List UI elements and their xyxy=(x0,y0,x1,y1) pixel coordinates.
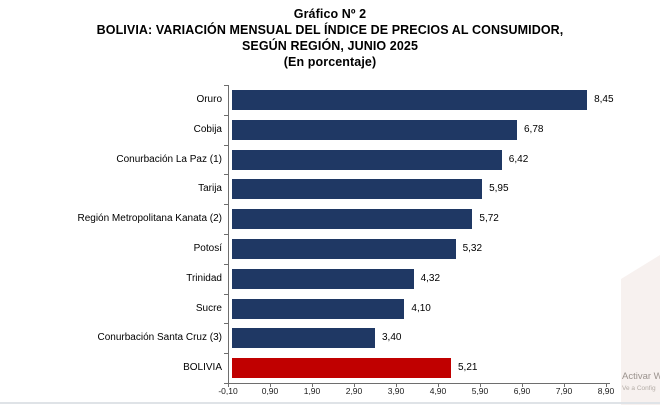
category-axis-tick xyxy=(224,85,228,86)
window-bottom-edge xyxy=(0,402,660,404)
category-label: Tarija xyxy=(198,183,222,195)
value-axis-tick xyxy=(480,383,481,387)
windows-watermark-shape xyxy=(621,255,660,405)
category-label: Conurbación Santa Cruz (3) xyxy=(97,332,222,344)
category-label: Conurbación La Paz (1) xyxy=(116,153,222,165)
value-axis-tick-label: 4,90 xyxy=(429,386,447,396)
chart-title-line2: BOLIVIA: VARIACIÓN MENSUAL DEL ÍNDICE DE… xyxy=(96,23,564,37)
value-axis-tick-label: 5,90 xyxy=(471,386,489,396)
category-axis-tick xyxy=(224,383,228,384)
value-axis-tick xyxy=(396,383,397,387)
value-axis-tick-label: 3,90 xyxy=(387,386,405,396)
category-axis-tick xyxy=(224,144,228,146)
bar-value-label: 5,72 xyxy=(479,213,499,225)
category-label: Trinidad xyxy=(186,272,222,284)
category-axis-tick xyxy=(224,174,228,176)
bar xyxy=(232,209,473,230)
chart-title-block: Gráfico Nº 2 BOLIVIA: VARIACIÓN MENSUAL … xyxy=(0,6,660,70)
bar-value-label: 6,78 xyxy=(524,123,544,135)
category-label: Sucre xyxy=(195,302,222,314)
bar xyxy=(232,89,588,110)
category-label: Cobija xyxy=(193,123,222,135)
bar xyxy=(232,358,451,379)
value-axis-tick-label: 0,90 xyxy=(261,386,279,396)
bar xyxy=(232,149,502,170)
category-label: BOLIVIA xyxy=(183,362,222,374)
bar xyxy=(232,119,517,140)
bar-value-label: 6,42 xyxy=(508,153,529,165)
value-axis-tick-label: 1,90 xyxy=(303,386,321,396)
windows-activation-watermark-subtext: Ve a Config xyxy=(622,385,656,392)
category-axis-tick xyxy=(224,293,228,295)
chart-title-line1: Gráfico Nº 2 xyxy=(293,7,367,21)
category-axis-tick xyxy=(224,263,228,265)
value-axis-tick xyxy=(564,383,565,387)
bar-value-label: 8,45 xyxy=(594,93,614,105)
bar-value-label: 5,21 xyxy=(458,362,478,374)
bar xyxy=(232,268,414,289)
value-axis-tick-label: 2,90 xyxy=(345,386,363,396)
value-axis-tick-label: 8,90 xyxy=(597,386,615,396)
value-axis-tick xyxy=(228,383,229,387)
bar xyxy=(232,328,375,349)
category-axis-tick xyxy=(224,114,228,116)
category-axis-tick xyxy=(224,234,228,235)
bar-value-label: 4,10 xyxy=(411,302,431,314)
value-axis-tick-label: 7,90 xyxy=(555,386,573,396)
category-axis-tick xyxy=(224,323,228,325)
bar xyxy=(232,238,456,259)
value-axis-tick xyxy=(522,383,523,387)
category-axis-line xyxy=(228,85,229,383)
bar-value-label: 4,32 xyxy=(420,272,441,284)
bar-value-label: 3,40 xyxy=(382,332,402,344)
chart-title-line4: (En porcentaje) xyxy=(283,55,377,69)
windows-activation-watermark: Activar W xyxy=(622,371,660,382)
value-axis-tick xyxy=(312,383,313,387)
bar-value-label: 5,95 xyxy=(489,183,509,195)
category-axis-tick xyxy=(224,204,228,206)
value-axis-tick-label: -0,10 xyxy=(218,386,238,396)
bar xyxy=(232,298,405,319)
value-axis-tick xyxy=(606,383,607,387)
bar xyxy=(232,179,483,200)
value-axis-tick xyxy=(354,383,355,387)
value-axis-line xyxy=(226,383,610,384)
value-axis-tick-label: 6,90 xyxy=(513,386,531,396)
bar-value-label: 5,32 xyxy=(462,242,483,254)
category-axis-tick xyxy=(224,353,228,355)
category-label: Oruro xyxy=(196,93,222,105)
category-label: Región Metropolitana Kanata (2) xyxy=(77,213,222,225)
chart-title-line3: SEGÚN REGIÓN, JUNIO 2025 xyxy=(241,39,419,53)
category-label: Potosí xyxy=(193,242,222,254)
value-axis-tick xyxy=(270,383,271,387)
value-axis-tick xyxy=(438,383,439,387)
